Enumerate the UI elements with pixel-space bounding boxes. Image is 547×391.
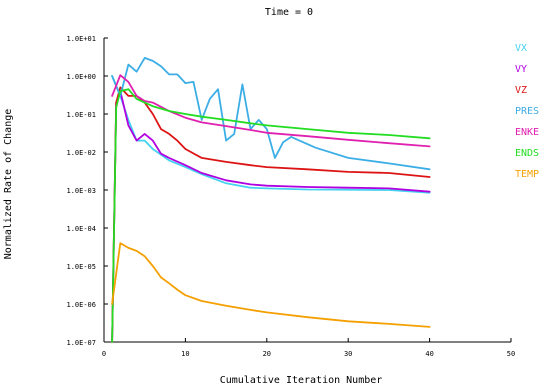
y-tick-label: 1.0E-03 bbox=[66, 187, 96, 195]
legend-item-vx: VX bbox=[515, 43, 527, 54]
y-tick-label: 1.0E-01 bbox=[66, 111, 96, 119]
series-line-enke bbox=[111, 74, 431, 148]
x-tick-label: 50 bbox=[507, 350, 515, 358]
legend: VX VY VZ PRES ENKE ENDS TEMP bbox=[515, 43, 539, 180]
y-tick-label: 1.0E+00 bbox=[66, 73, 96, 81]
legend-item-vz: VZ bbox=[515, 85, 527, 96]
legend-item-temp: TEMP bbox=[515, 169, 539, 180]
x-tick-label: 10 bbox=[181, 350, 189, 358]
series-lines bbox=[111, 57, 431, 343]
x-tick-label: 40 bbox=[425, 350, 433, 358]
y-tick-label: 1.0E-05 bbox=[66, 263, 96, 271]
x-axis-label: Cumulative Iteration Number bbox=[220, 375, 383, 386]
axes: 0 10 20 30 40 50 1.0E+01 1.0E+00 1.0E-01 1.0E-02 1… bbox=[66, 35, 515, 358]
y-tick-label: 1.0E-07 bbox=[66, 339, 96, 347]
y-tick-label: 1.0E+01 bbox=[66, 35, 96, 43]
y-axis-label: Normalized Rate of Change bbox=[3, 109, 14, 260]
series-line-temp bbox=[111, 242, 431, 328]
series-line-pres bbox=[111, 57, 431, 171]
legend-item-enke: ENKE bbox=[515, 127, 539, 138]
x-tick-label: 20 bbox=[263, 350, 271, 358]
series-line-vx bbox=[111, 75, 431, 194]
chart-title: Time = 0 bbox=[265, 7, 313, 18]
y-tick-label: 1.0E-06 bbox=[66, 301, 96, 309]
series-line-vy bbox=[111, 90, 431, 343]
y-tick-label: 1.0E-02 bbox=[66, 149, 96, 157]
legend-item-ends: ENDS bbox=[515, 148, 539, 159]
legend-item-vy: VY bbox=[515, 64, 527, 75]
x-tick-label: 0 bbox=[102, 350, 106, 358]
legend-item-pres: PRES bbox=[515, 106, 539, 117]
y-tick-label: 1.0E-04 bbox=[66, 225, 96, 233]
x-tick-label: 30 bbox=[344, 350, 352, 358]
series-line-vz bbox=[111, 86, 431, 343]
series-line-ends bbox=[111, 88, 431, 343]
